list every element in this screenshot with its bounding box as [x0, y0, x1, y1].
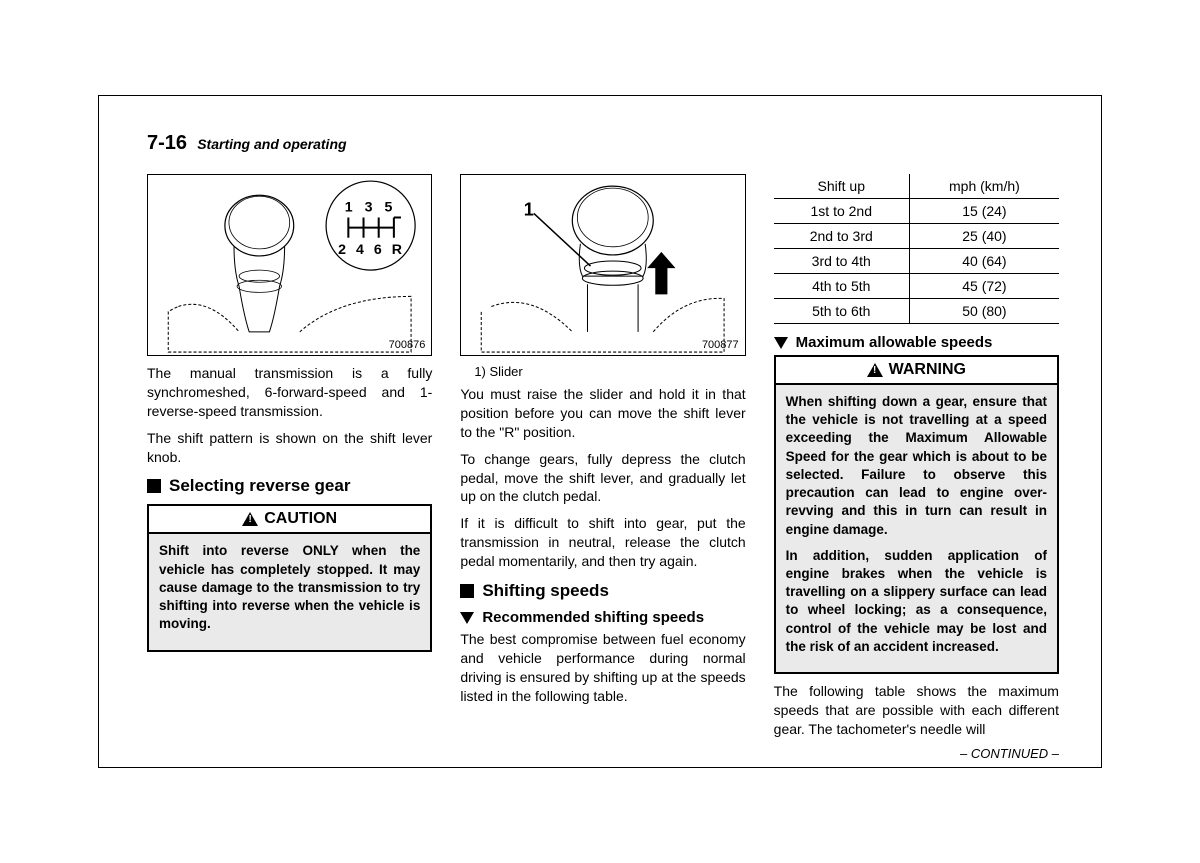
- shift-speed-table: Shift up mph (km/h) 1st to 2nd15 (24) 2n…: [774, 174, 1059, 324]
- table-header: Shift up: [774, 174, 910, 199]
- page-number: 7-16: [147, 132, 187, 155]
- shift-slider-diagram-icon: 1: [461, 175, 744, 357]
- paragraph: The shift pattern is shown on the shift …: [147, 429, 432, 467]
- subheading-text: Maximum allowable speeds: [796, 334, 993, 351]
- table-row: 5th to 6th50 (80): [774, 299, 1059, 324]
- caution-title-bar: CAUTION: [149, 506, 430, 534]
- paragraph: The best compromise between fuel economy…: [460, 630, 745, 706]
- warning-title-bar: WARNING: [776, 357, 1057, 385]
- cell: 3rd to 4th: [774, 249, 910, 274]
- column-1: 1 3 5 2 4 6 R 700876 The manual transmis…: [147, 174, 432, 749]
- heading-text: Shifting speeds: [482, 581, 609, 601]
- cell: 4th to 5th: [774, 274, 910, 299]
- cell: 2nd to 3rd: [774, 224, 910, 249]
- gear-top-row: 1 3 5: [345, 199, 397, 215]
- continued-text: – CONTINUED –: [960, 746, 1059, 761]
- heading-shifting-speeds: Shifting speeds: [460, 581, 745, 601]
- square-bullet-icon: [460, 584, 474, 598]
- manual-page: 7-16 Starting and operating 1 3 5: [98, 95, 1102, 768]
- subheading-text: Recommended shifting speeds: [482, 609, 704, 626]
- column-container: 1 3 5 2 4 6 R 700876 The manual transmis…: [147, 174, 1059, 749]
- table-row: 1st to 2nd15 (24): [774, 199, 1059, 224]
- square-bullet-icon: [147, 479, 161, 493]
- cell: 1st to 2nd: [774, 199, 910, 224]
- page-header: 7-16 Starting and operating: [147, 132, 347, 155]
- caution-body: Shift into reverse ONLY when the vehicle…: [149, 534, 430, 649]
- heading-reverse-gear: Selecting reverse gear: [147, 476, 432, 496]
- warning-triangle-icon: [242, 512, 258, 526]
- table-header: mph (km/h): [909, 174, 1059, 199]
- warning-text: In addition, sudden application of engin…: [786, 547, 1047, 656]
- paragraph: The following table shows the maximum sp…: [774, 682, 1059, 739]
- cell: 25 (40): [909, 224, 1059, 249]
- paragraph: You must raise the slider and hold it in…: [460, 385, 745, 442]
- paragraph: To change gears, fully depress the clutc…: [460, 450, 745, 507]
- callout-number: 1: [524, 199, 534, 219]
- caution-title-text: CAUTION: [264, 510, 337, 528]
- figure-slider: 1 700877: [460, 174, 745, 356]
- warning-title-text: WARNING: [889, 361, 966, 379]
- heading-text: Selecting reverse gear: [169, 476, 350, 496]
- figure-id: 700876: [389, 339, 426, 351]
- triangle-bullet-icon: [774, 337, 788, 349]
- cell: 5th to 6th: [774, 299, 910, 324]
- paragraph: If it is difficult to shift into gear, p…: [460, 514, 745, 571]
- gear-bottom-row: 2 4 6 R: [338, 242, 405, 258]
- triangle-bullet-icon: [460, 612, 474, 624]
- cell: 40 (64): [909, 249, 1059, 274]
- continued-marker: – CONTINUED –: [960, 746, 1059, 761]
- table-row: 3rd to 4th40 (64): [774, 249, 1059, 274]
- warning-triangle-icon: [867, 363, 883, 377]
- figure-caption: 1) Slider: [474, 364, 745, 379]
- table-header-row: Shift up mph (km/h): [774, 174, 1059, 199]
- column-3: Shift up mph (km/h) 1st to 2nd15 (24) 2n…: [774, 174, 1059, 749]
- figure-shift-pattern: 1 3 5 2 4 6 R 700876: [147, 174, 432, 356]
- chapter-title: Starting and operating: [197, 136, 346, 152]
- subheading-recommended: Recommended shifting speeds: [460, 609, 745, 626]
- shift-knob-diagram-icon: 1 3 5 2 4 6 R: [148, 175, 431, 357]
- caution-text: Shift into reverse ONLY when the vehicle…: [159, 542, 420, 633]
- warning-box: WARNING When shifting down a gear, ensur…: [774, 355, 1059, 674]
- warning-body: When shifting down a gear, ensure that t…: [776, 385, 1057, 672]
- cell: 45 (72): [909, 274, 1059, 299]
- cell: 15 (24): [909, 199, 1059, 224]
- table-row: 4th to 5th45 (72): [774, 274, 1059, 299]
- caution-box: CAUTION Shift into reverse ONLY when the…: [147, 504, 432, 651]
- column-2: 1 700877 1) Slider You must raise the sl…: [460, 174, 745, 749]
- warning-text: When shifting down a gear, ensure that t…: [786, 393, 1047, 539]
- table-row: 2nd to 3rd25 (40): [774, 224, 1059, 249]
- figure-id: 700877: [702, 339, 739, 351]
- subheading-max-speeds: Maximum allowable speeds: [774, 334, 1059, 351]
- paragraph: The manual transmission is a fully synch…: [147, 364, 432, 421]
- cell: 50 (80): [909, 299, 1059, 324]
